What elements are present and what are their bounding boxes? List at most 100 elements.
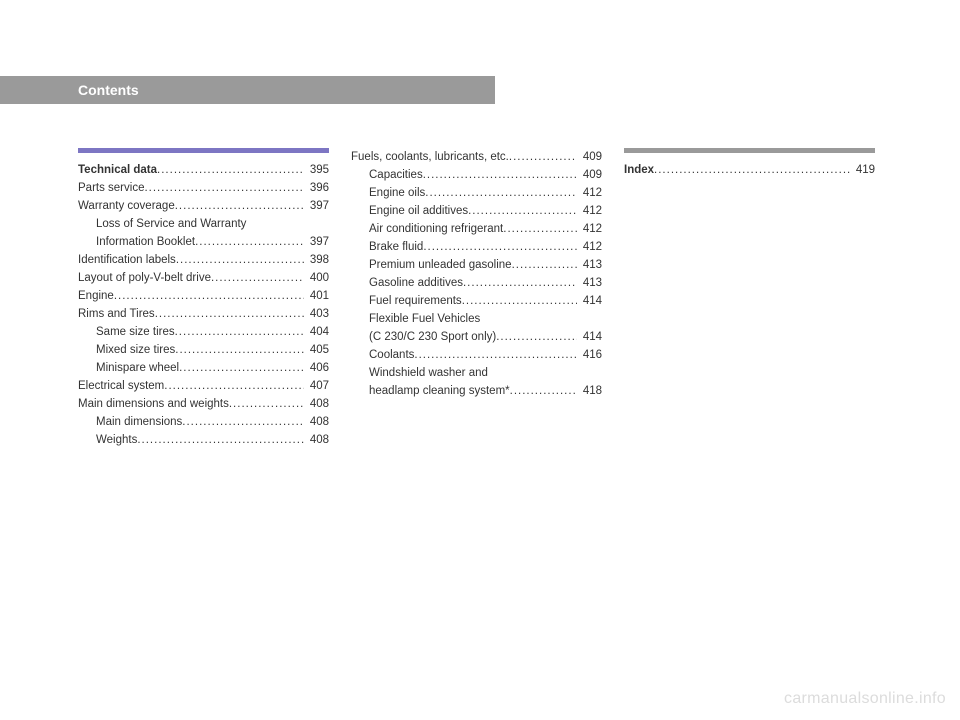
- toc-row: Engine oil additives 412: [351, 202, 602, 220]
- toc-label: Engine oils: [351, 184, 425, 202]
- toc-page: 412: [577, 220, 602, 238]
- toc-row: (C 230/C 230 Sport only)414: [351, 328, 602, 346]
- toc-dots: [182, 413, 304, 431]
- toc-row: Engine401: [78, 287, 329, 305]
- toc-row: Warranty coverage397: [78, 197, 329, 215]
- toc-dots: [503, 220, 577, 238]
- toc-dots: [164, 377, 304, 395]
- toc-page: 409: [577, 166, 602, 184]
- toc-row: Main dimensions and weights 408: [78, 395, 329, 413]
- toc-page: 397: [304, 233, 329, 251]
- toc-label: Engine oil additives: [351, 202, 468, 220]
- toc-dots: [654, 161, 850, 179]
- toc-page: 412: [577, 184, 602, 202]
- toc-row: Gasoline additives 413: [351, 274, 602, 292]
- toc-page: 408: [304, 413, 329, 431]
- section-divider: [624, 148, 875, 153]
- toc-row: Minispare wheel406: [78, 359, 329, 377]
- toc-label: Layout of poly-V-belt drive: [78, 269, 211, 287]
- toc-dots: [414, 346, 576, 364]
- toc-dots: [510, 382, 577, 400]
- toc-columns: Technical data 395Parts service396Warrant…: [78, 148, 875, 449]
- toc-row: Information Booklet 397: [78, 233, 329, 251]
- toc-row: Loss of Service and Warranty: [78, 215, 329, 233]
- toc-dots: [114, 287, 304, 305]
- toc-row: Engine oils 412: [351, 184, 602, 202]
- toc-row: Fuels, coolants, lubricants, etc.409: [351, 148, 602, 166]
- toc-row: Flexible Fuel Vehicles: [351, 310, 602, 328]
- toc-label: Windshield washer and: [351, 364, 488, 382]
- toc-column-2: Fuels, coolants, lubricants, etc.409Capa…: [351, 148, 602, 449]
- toc-page: 400: [304, 269, 329, 287]
- toc-page: 403: [304, 305, 329, 323]
- toc-page: 405: [304, 341, 329, 359]
- toc-label: Premium unleaded gasoline: [351, 256, 512, 274]
- toc-dots: [468, 202, 577, 220]
- toc-label: Coolants: [351, 346, 414, 364]
- toc-label: Main dimensions and weights: [78, 395, 229, 413]
- watermark: carmanualsonline.info: [784, 690, 946, 708]
- toc-dots: [175, 197, 304, 215]
- toc-row: Technical data 395: [78, 161, 329, 179]
- toc-label: Engine: [78, 287, 114, 305]
- toc-dots: [509, 148, 577, 166]
- toc-dots: [144, 179, 303, 197]
- toc-page: 419: [850, 161, 875, 179]
- toc-dots: [211, 269, 304, 287]
- toc-row: Windshield washer and: [351, 364, 602, 382]
- toc-page: 413: [577, 274, 602, 292]
- toc-row: headlamp cleaning system* 418: [351, 382, 602, 400]
- toc-row: Coolants416: [351, 346, 602, 364]
- toc-dots: [423, 166, 577, 184]
- toc-dots: [496, 328, 577, 346]
- toc-dots: [175, 341, 304, 359]
- toc-label: Information Booklet: [78, 233, 195, 251]
- toc-label: headlamp cleaning system*: [351, 382, 510, 400]
- toc-row: Same size tires 404: [78, 323, 329, 341]
- toc-row: Weights 408: [78, 431, 329, 449]
- toc-row: Main dimensions408: [78, 413, 329, 431]
- toc-dots: [462, 292, 577, 310]
- toc-label: Mixed size tires: [78, 341, 175, 359]
- toc-page: 398: [304, 251, 329, 269]
- toc-label: Technical data: [78, 161, 157, 179]
- toc-row: Mixed size tires 405: [78, 341, 329, 359]
- toc-dots: [425, 184, 577, 202]
- toc-page: 408: [304, 431, 329, 449]
- toc-column-3: Index419: [624, 148, 875, 449]
- toc-row: Electrical system 407: [78, 377, 329, 395]
- toc-label: Gasoline additives: [351, 274, 463, 292]
- toc-dots: [175, 323, 304, 341]
- toc-page: 418: [577, 382, 602, 400]
- toc-page: 412: [577, 202, 602, 220]
- toc-label: Same size tires: [78, 323, 175, 341]
- toc-label: Flexible Fuel Vehicles: [351, 310, 480, 328]
- toc-label: Minispare wheel: [78, 359, 179, 377]
- toc-label: Warranty coverage: [78, 197, 175, 215]
- toc-dots: [179, 359, 304, 377]
- toc-page: 395: [304, 161, 329, 179]
- toc-row: Capacities409: [351, 166, 602, 184]
- toc-page: 414: [577, 292, 602, 310]
- toc-row: Brake fluid 412: [351, 238, 602, 256]
- toc-row: Fuel requirements414: [351, 292, 602, 310]
- toc-label: Electrical system: [78, 377, 164, 395]
- toc-row: Parts service396: [78, 179, 329, 197]
- toc-dots: [155, 305, 304, 323]
- toc-label: Fuels, coolants, lubricants, etc.: [351, 148, 509, 166]
- toc-page: 412: [577, 238, 602, 256]
- toc-row: Rims and Tires403: [78, 305, 329, 323]
- toc-label: Weights: [78, 431, 137, 449]
- toc-dots: [512, 256, 577, 274]
- toc-label: Air conditioning refrigerant: [351, 220, 503, 238]
- toc-label: Identification labels: [78, 251, 176, 269]
- toc-row: Layout of poly-V-belt drive 400: [78, 269, 329, 287]
- toc-row: Index419: [624, 161, 875, 179]
- toc-page: 408: [304, 395, 329, 413]
- toc-row: Premium unleaded gasoline413: [351, 256, 602, 274]
- toc-row: Identification labels 398: [78, 251, 329, 269]
- toc-page: 407: [304, 377, 329, 395]
- toc-label: Brake fluid: [351, 238, 423, 256]
- toc-page: 404: [304, 323, 329, 341]
- header-title: Contents: [78, 82, 139, 98]
